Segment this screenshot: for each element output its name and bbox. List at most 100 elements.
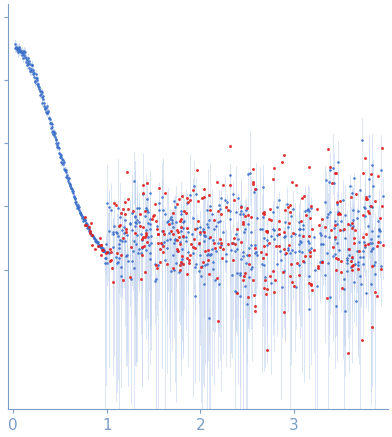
Point — [50, 128, 56, 135]
Point — [106, 249, 112, 256]
Point — [370, 245, 376, 252]
Point — [115, 205, 121, 212]
Point — [174, 245, 181, 252]
Point — [288, 260, 294, 267]
Point — [296, 248, 302, 255]
Point — [324, 214, 330, 221]
Point — [131, 237, 137, 244]
Point — [157, 259, 163, 266]
Point — [127, 274, 133, 281]
Point — [88, 231, 94, 238]
Point — [206, 235, 212, 242]
Point — [87, 229, 93, 236]
Point — [337, 197, 343, 204]
Point — [332, 236, 338, 243]
Point — [133, 241, 140, 248]
Point — [252, 249, 259, 256]
Point — [174, 237, 180, 244]
Point — [260, 209, 266, 216]
Point — [118, 209, 124, 216]
Point — [148, 240, 154, 247]
Point — [128, 244, 134, 251]
Point — [233, 208, 239, 215]
Point — [348, 219, 355, 226]
Point — [308, 245, 314, 252]
Point — [178, 207, 184, 214]
Point — [348, 258, 354, 265]
Point — [67, 183, 74, 190]
Point — [306, 208, 312, 215]
Point — [116, 240, 122, 247]
Point — [22, 49, 29, 55]
Point — [360, 254, 366, 261]
Point — [362, 242, 368, 249]
Point — [120, 205, 126, 212]
Point — [80, 214, 86, 221]
Point — [229, 239, 235, 246]
Point — [206, 271, 212, 278]
Point — [55, 144, 61, 151]
Point — [281, 232, 288, 239]
Point — [375, 172, 381, 179]
Point — [261, 262, 267, 269]
Point — [32, 77, 38, 84]
Point — [178, 253, 185, 260]
Point — [285, 244, 291, 251]
Point — [142, 234, 148, 241]
Point — [156, 200, 162, 207]
Point — [335, 256, 341, 263]
Point — [235, 236, 241, 243]
Point — [199, 194, 205, 201]
Point — [246, 261, 252, 268]
Point — [343, 257, 350, 264]
Point — [56, 151, 63, 158]
Point — [350, 222, 356, 229]
Point — [42, 105, 49, 112]
Point — [118, 264, 124, 271]
Point — [363, 196, 369, 203]
Point — [205, 250, 212, 257]
Point — [62, 166, 68, 173]
Point — [177, 239, 183, 246]
Point — [14, 46, 20, 53]
Point — [45, 115, 52, 122]
Point — [99, 247, 105, 254]
Point — [330, 224, 337, 231]
Point — [92, 238, 98, 245]
Point — [252, 242, 258, 249]
Point — [201, 237, 207, 244]
Point — [85, 223, 91, 230]
Point — [61, 159, 67, 166]
Point — [296, 272, 302, 279]
Point — [113, 253, 119, 260]
Point — [77, 209, 83, 216]
Point — [206, 216, 212, 223]
Point — [339, 285, 345, 292]
Point — [289, 247, 296, 254]
Point — [146, 242, 152, 249]
Point — [214, 239, 221, 246]
Point — [136, 205, 143, 212]
Point — [158, 240, 165, 247]
Point — [94, 242, 101, 249]
Point — [103, 240, 109, 247]
Point — [358, 281, 365, 288]
Point — [118, 273, 125, 280]
Point — [171, 198, 177, 205]
Point — [180, 224, 186, 231]
Point — [82, 216, 88, 223]
Point — [211, 240, 217, 247]
Point — [274, 204, 280, 211]
Point — [259, 260, 265, 267]
Point — [374, 293, 380, 300]
Point — [319, 259, 325, 266]
Point — [349, 224, 356, 231]
Point — [91, 235, 97, 242]
Point — [13, 44, 19, 51]
Point — [367, 203, 373, 210]
Point — [254, 214, 261, 221]
Point — [47, 125, 54, 132]
Point — [331, 180, 337, 187]
Point — [341, 276, 347, 283]
Point — [120, 235, 127, 242]
